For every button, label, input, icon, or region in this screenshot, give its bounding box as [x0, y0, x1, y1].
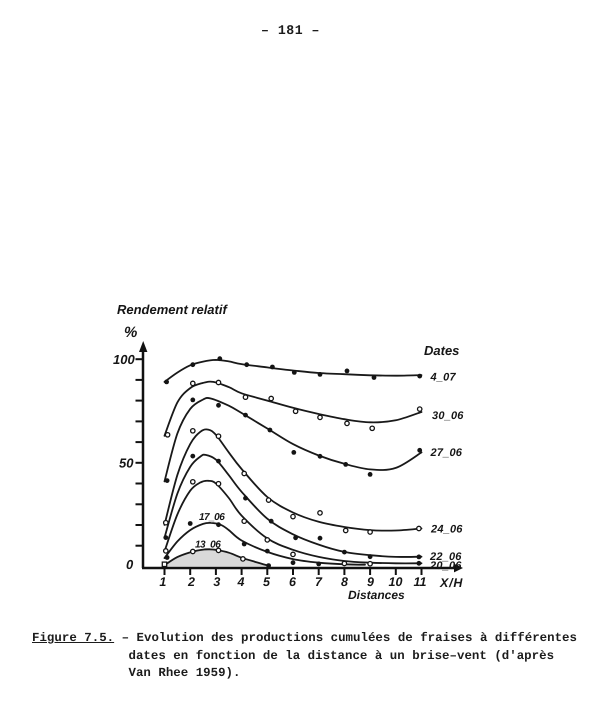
svg-text:8: 8: [341, 575, 348, 589]
svg-text:17_06: 17_06: [199, 512, 225, 523]
svg-text:20_06: 20_06: [429, 560, 462, 572]
svg-text:9: 9: [367, 575, 374, 589]
svg-text:100: 100: [113, 352, 135, 367]
svg-text:6: 6: [289, 575, 297, 589]
svg-text:%: %: [124, 324, 137, 341]
svg-text:Dates: Dates: [424, 343, 459, 358]
svg-text:Distances: Distances: [348, 588, 405, 602]
svg-text:Rendement relatif: Rendement relatif: [117, 302, 228, 317]
svg-text:3: 3: [213, 575, 220, 589]
svg-text:24_06: 24_06: [430, 524, 463, 536]
svg-text:22_06: 22_06: [429, 551, 462, 563]
svg-text:4: 4: [237, 575, 245, 589]
svg-text:30_06: 30_06: [432, 410, 464, 422]
svg-text:13_06: 13_06: [195, 539, 221, 550]
svg-text:0: 0: [126, 557, 134, 572]
svg-text:2: 2: [187, 575, 195, 589]
svg-text:50: 50: [119, 456, 134, 471]
svg-text:11: 11: [414, 575, 427, 589]
svg-text:7: 7: [315, 575, 323, 589]
svg-text:4_07: 4_07: [430, 372, 457, 384]
svg-text:27_06: 27_06: [430, 447, 463, 459]
svg-text:10: 10: [389, 575, 403, 589]
svg-text:5: 5: [263, 575, 271, 589]
svg-text:1: 1: [159, 575, 166, 589]
svg-text:X/H: X/H: [439, 576, 463, 590]
